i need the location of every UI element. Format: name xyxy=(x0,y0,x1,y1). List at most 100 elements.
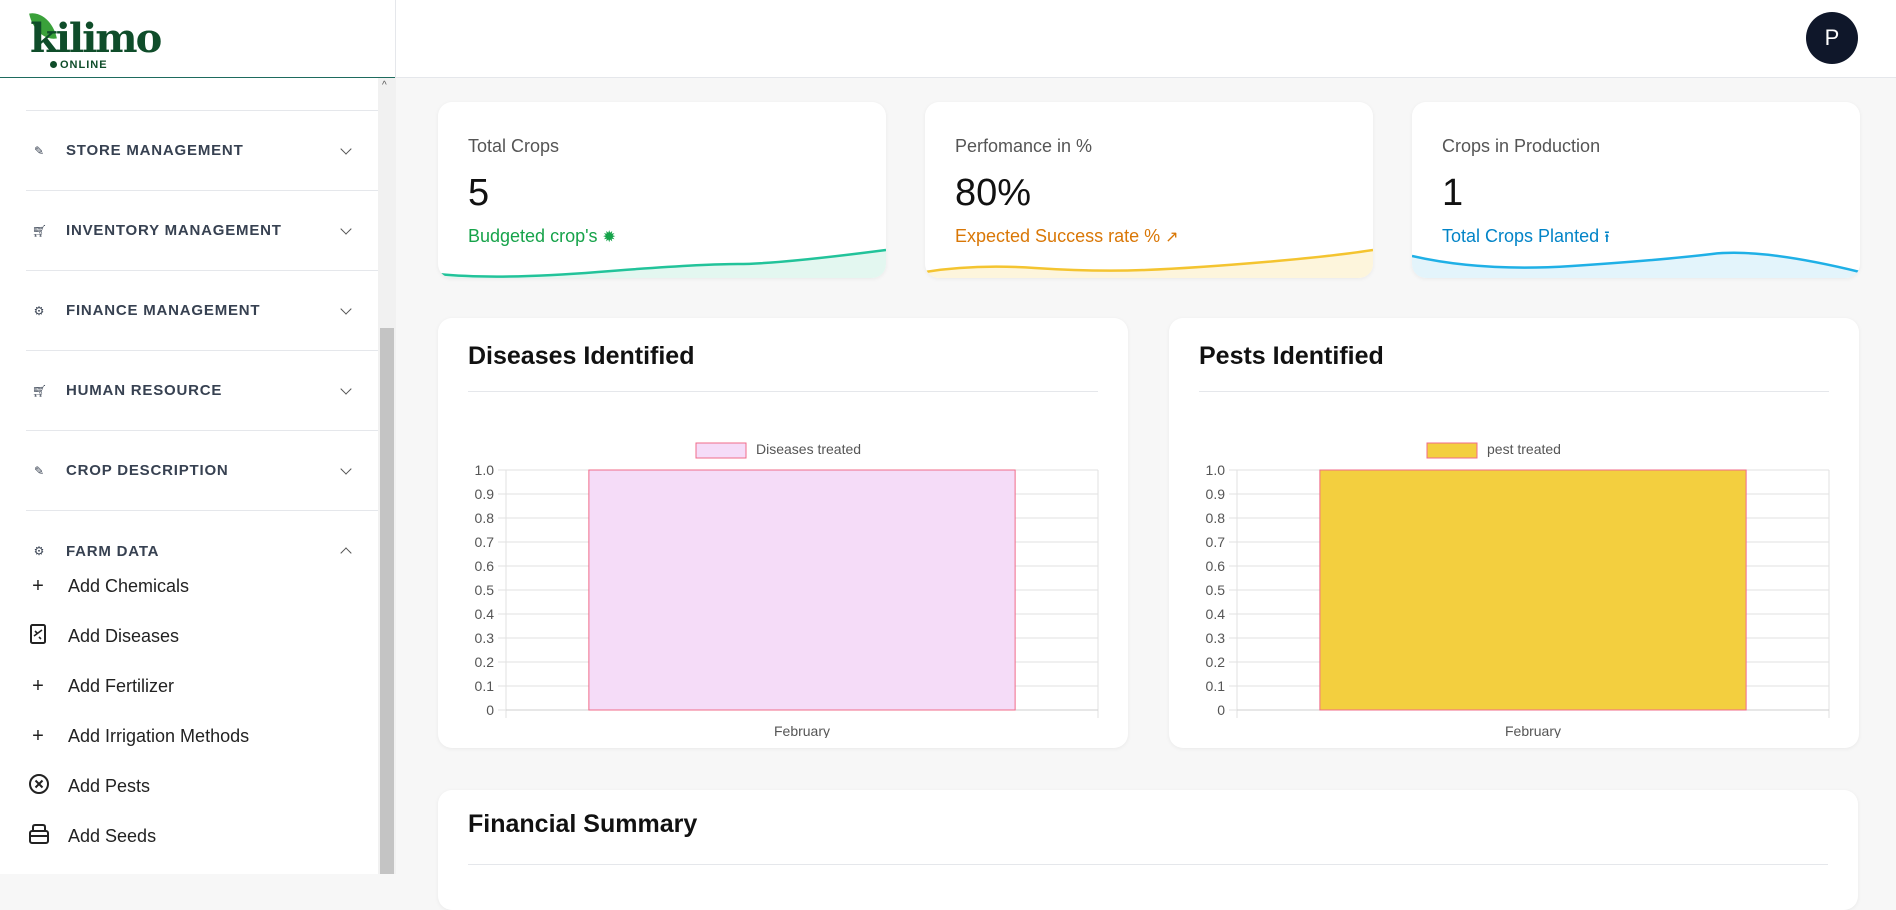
y-tick-label: 0.4 xyxy=(475,606,495,622)
sidebar-item-inventory-management[interactable]: 🛒︎ INVENTORY MANAGEMENT xyxy=(26,191,378,271)
stat-title: Total Crops xyxy=(468,136,560,156)
plus-icon: + xyxy=(32,725,44,747)
financial-summary-divider xyxy=(468,864,1828,865)
sidebar-item-human-resource[interactable]: 🛒︎ HUMAN RESOURCE xyxy=(26,351,378,431)
sidebar-item-crop-description[interactable]: ✎ CROP DESCRIPTION xyxy=(26,431,378,511)
y-tick-label: 0.2 xyxy=(1206,654,1226,670)
bar xyxy=(588,469,1016,711)
submenu-item-label: Add Seeds xyxy=(68,825,157,846)
stat-sparkline xyxy=(438,248,886,278)
y-tick-label: 1.0 xyxy=(1206,462,1226,478)
avatar[interactable]: P xyxy=(1806,12,1858,64)
trend-up-icon: ↗ xyxy=(1165,229,1179,246)
diseases-chart: Diseases treated 0 0.1 0.2 0.3 0.4 0.5 0.6 0.7 0.… xyxy=(475,441,1099,738)
chevron-down-icon xyxy=(340,143,352,155)
upload-icon: ⭱ xyxy=(1604,229,1610,246)
pests-chart: pest treated 0 0.1 0.2 0.3 0.4 0.5 0.6 0.7 0.8 0.9… xyxy=(1206,441,1830,738)
scrollbar-thumb[interactable] xyxy=(380,328,394,874)
sidebar-item-label: FARM DATA xyxy=(66,542,160,560)
y-tick-label: 0.8 xyxy=(1206,510,1226,526)
y-tick-label: 0.9 xyxy=(1206,486,1226,502)
chart-divider xyxy=(468,391,1098,392)
stat-subtitle-text: Total Crops Planted xyxy=(1442,226,1600,246)
submenu-item-label: Add Pests xyxy=(68,775,151,796)
y-tick-label: 0.1 xyxy=(475,678,495,694)
submenu-item-add-fertilizer[interactable]: + Add Fertilizer xyxy=(26,661,378,711)
cart-icon: 🛒︎ xyxy=(32,223,48,238)
kilimo-logo[interactable]: kilimo ONLINE xyxy=(28,8,162,71)
submenu-item-add-seeds[interactable]: Add Seeds xyxy=(26,811,378,861)
chevron-down-icon xyxy=(340,463,352,475)
chart-legend: pest treated xyxy=(1426,441,1561,459)
logo-word: kilimo xyxy=(30,14,162,62)
stat-value: 1 xyxy=(1442,172,1464,214)
legend-label: Diseases treated xyxy=(756,441,861,457)
y-tick-label: 0.2 xyxy=(475,654,495,670)
chevron-down-icon xyxy=(340,303,352,315)
pencil-icon: ✎ xyxy=(33,463,45,478)
y-tick-label: 0.3 xyxy=(475,630,495,646)
submenu-item-label: Add Chemicals xyxy=(68,575,190,596)
submenu-item-add-irrigation-methods[interactable]: + Add Irrigation Methods xyxy=(26,711,378,761)
chevron-down-icon xyxy=(340,223,352,235)
submenu-item-add-chemicals[interactable]: + Add Chemicals xyxy=(26,561,378,611)
chart-card-diseases: Diseases Identified Diseases treated 0 0.1… xyxy=(438,318,1128,748)
sidebar-scrollbar[interactable]: ^ xyxy=(378,78,396,874)
gear-icon: ⚙ xyxy=(33,544,45,558)
chart-title: Pests Identified xyxy=(1199,342,1384,370)
stat-subtitle-text: Budgeted crop's xyxy=(468,226,598,246)
pencil-icon: ✎ xyxy=(33,143,45,158)
y-tick-label: 0 xyxy=(1217,702,1225,718)
stat-sparkline xyxy=(1412,251,1860,278)
submenu-item-label: Add Diseases xyxy=(68,625,180,646)
farm-data-submenu: + Add Chemicals Add Diseases + Add Ferti… xyxy=(26,561,378,861)
stat-card-crops-in-production: Crops in Production 1 Total Crops Plante… xyxy=(1412,102,1860,278)
financial-summary-title: Financial Summary xyxy=(468,810,698,838)
chevron-down-icon xyxy=(340,383,352,395)
stat-subtitle: Budgeted crop's ✹ xyxy=(468,226,616,247)
scroll-up-arrow-icon[interactable]: ^ xyxy=(382,80,387,91)
stat-value: 80% xyxy=(955,172,1032,214)
sidebar-item-label: CROP DESCRIPTION xyxy=(66,462,229,479)
sidebar-item-label: INVENTORY MANAGEMENT xyxy=(66,222,282,239)
chart-card-pests: Pests Identified pest treated 0 0.1 0.2 0.3 0… xyxy=(1169,318,1859,748)
submenu-item-label: Add Fertilizer xyxy=(68,675,175,696)
x-tick-label: February xyxy=(1505,723,1561,738)
sidebar-item-farm-data[interactable]: ⚙ FARM DATA xyxy=(26,511,378,591)
sidebar-item-label: STORE MANAGEMENT xyxy=(66,142,244,159)
chart-title: Diseases Identified xyxy=(468,342,695,370)
logo-sub: ONLINE xyxy=(50,59,108,71)
stat-sparkline xyxy=(925,248,1373,278)
sun-icon: ✹ xyxy=(602,229,616,246)
stat-card-total-crops: Total Crops 5 Budgeted crop's ✹ xyxy=(438,102,886,278)
sidebar-item-finance-management[interactable]: ⚙ FINANCE MANAGEMENT xyxy=(26,271,378,351)
stat-card-performance: Perfomance in % 80% Expected Success rat… xyxy=(925,102,1373,278)
box-icon xyxy=(28,823,49,849)
y-tick-label: 0.5 xyxy=(1206,582,1226,598)
legend-swatch xyxy=(1426,442,1478,459)
y-tick-label: 0.7 xyxy=(1206,534,1226,550)
y-tick-label: 0.9 xyxy=(475,486,495,502)
stat-value: 5 xyxy=(468,172,490,214)
submenu-item-label: Add Irrigation Methods xyxy=(68,725,250,746)
y-tick-label: 0.3 xyxy=(1206,630,1226,646)
submenu-item-add-pests[interactable]: Add Pests xyxy=(26,761,378,811)
y-tick-label: 0.5 xyxy=(475,582,495,598)
stat-subtitle-text: Expected Success rate % xyxy=(955,226,1161,246)
sidebar-item-store-management[interactable]: ✎ STORE MANAGEMENT xyxy=(26,111,378,191)
clipboard-icon xyxy=(28,623,48,649)
sidebar-item-label: HUMAN RESOURCE xyxy=(66,382,223,399)
top-header: P xyxy=(396,0,1896,78)
y-tick-label: 0.6 xyxy=(1206,558,1226,574)
y-tick-label: 1.0 xyxy=(475,462,495,478)
plus-icon: + xyxy=(32,575,44,597)
circle-x-icon xyxy=(28,773,49,799)
stat-subtitle: Total Crops Planted ⭱ xyxy=(1442,226,1610,253)
submenu-item-add-diseases[interactable]: Add Diseases xyxy=(26,611,378,661)
stat-title: Crops in Production xyxy=(1442,136,1601,156)
legend-swatch xyxy=(695,442,747,459)
plus-icon: + xyxy=(32,675,44,697)
y-tick-label: 0.7 xyxy=(475,534,495,550)
chart-divider xyxy=(1199,391,1829,392)
chevron-up-icon xyxy=(340,547,352,559)
